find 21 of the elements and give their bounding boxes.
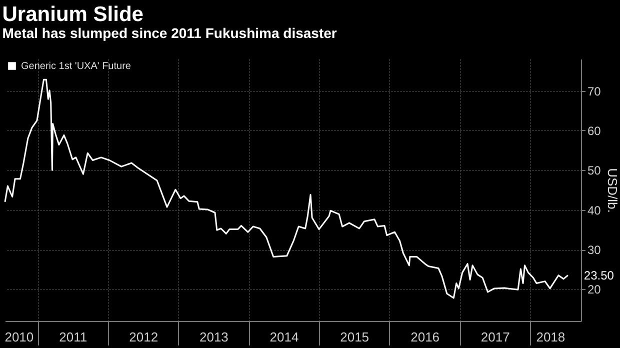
x-tick-label: 2018 <box>536 330 566 344</box>
x-tick-label: 2013 <box>199 330 228 344</box>
y-axis-title: USD/lb. <box>604 168 620 213</box>
y-tick-label: 20 <box>588 282 602 297</box>
x-tick-label: 2011 <box>59 330 88 344</box>
line-series <box>4 78 569 299</box>
x-tick-label: 2017 <box>480 330 510 344</box>
chart-subtitle: Metal has slumped since 2011 Fukushima disaster <box>2 25 338 41</box>
y-tick-label: 70 <box>588 84 602 98</box>
chart-title: Uranium Slide <box>2 3 144 26</box>
x-tick-label: 2012 <box>129 330 158 344</box>
annotation: 23.50 <box>584 268 614 282</box>
x-tick-label: 2010 <box>4 330 34 344</box>
x-tick-label: 2015 <box>340 330 370 344</box>
legend-label: Generic 1st 'UXA' Future <box>21 61 132 72</box>
x-tick-label: 2014 <box>270 330 299 344</box>
y-tick-label: 60 <box>588 124 602 138</box>
y-tick-label: 30 <box>588 243 602 258</box>
y-tick-label: 50 <box>588 164 602 178</box>
x-tick-label: 2016 <box>410 330 440 344</box>
y-tick-label: 40 <box>588 203 602 218</box>
